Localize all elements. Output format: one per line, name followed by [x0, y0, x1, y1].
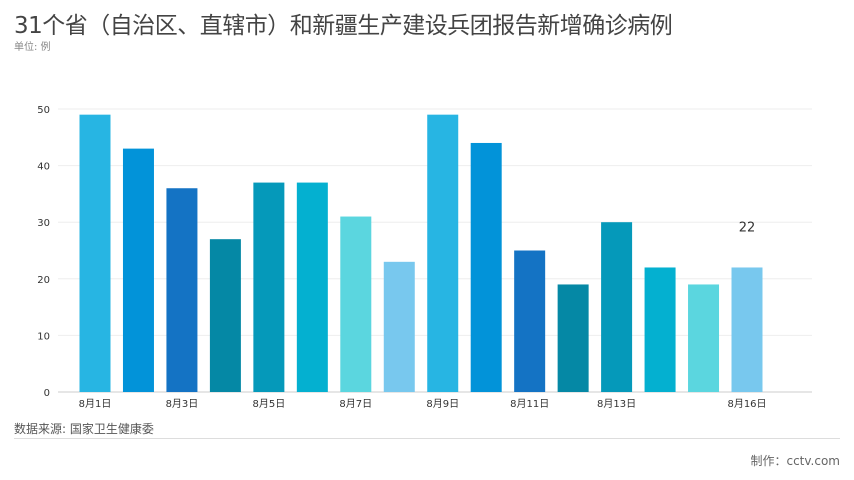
x-tick-label: 8月11日 [510, 398, 549, 410]
bar [557, 284, 589, 392]
data-label: 22 [739, 220, 756, 235]
bar [601, 222, 633, 392]
bar [383, 261, 415, 392]
bar [644, 267, 676, 392]
bar [427, 114, 459, 392]
bar [514, 250, 546, 392]
x-tick-label: 8月5日 [252, 398, 285, 410]
unit-label: 单位: 例 [14, 42, 51, 53]
y-tick-label: 10 [37, 331, 50, 342]
bar [731, 267, 763, 392]
x-tick-label: 8月1日 [79, 398, 112, 410]
data-source: 数据来源: 国家卫生健康委 [14, 422, 154, 436]
bar [209, 239, 241, 392]
bar [688, 284, 720, 392]
y-tick-label: 50 [37, 105, 50, 116]
bar [79, 114, 111, 392]
bar [340, 216, 372, 392]
y-tick-label: 40 [37, 162, 50, 173]
y-tick-label: 0 [44, 388, 50, 399]
bar [122, 148, 154, 392]
bar [166, 188, 198, 392]
bar [253, 182, 285, 392]
y-tick-label: 20 [37, 275, 50, 286]
x-tick-label: 8月7日 [339, 398, 372, 410]
bar-chart: 0 10 20 30 40 50 8月1日 8月3日 8月5日 8月7日 8月9日 8月11日 8月13… [37, 105, 812, 410]
y-tick-label: 30 [37, 218, 50, 229]
chart-title: 31个省（自治区、直辖市）和新疆生产建设兵团报告新增确诊病例 [14, 13, 673, 39]
x-tick-label: 8月3日 [166, 398, 199, 410]
credit: 制作：cctv.com [750, 454, 840, 468]
bar [470, 142, 502, 392]
x-tick-label: 8月9日 [426, 398, 459, 410]
divider [14, 438, 840, 439]
x-tick-label: 8月13日 [597, 398, 636, 410]
x-tick-label: 8月16日 [727, 398, 766, 410]
bar [296, 182, 328, 392]
